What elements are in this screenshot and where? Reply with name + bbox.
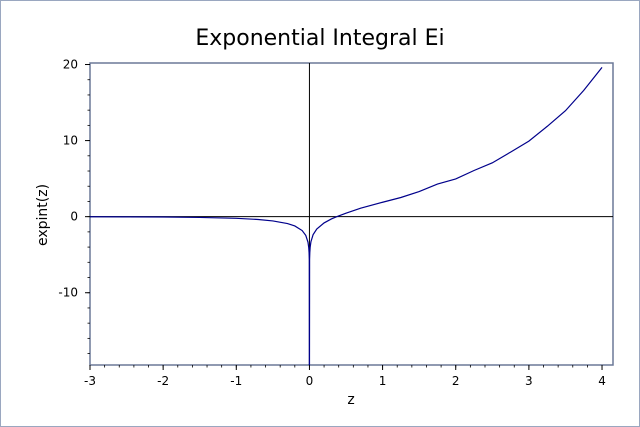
plot-area-border — [89, 62, 614, 366]
x-tick-label: -1 — [230, 374, 242, 388]
chart-title: Exponential Integral Ei — [195, 26, 444, 51]
y-axis-label: expint(z) — [35, 184, 51, 246]
x-tick-label: 4 — [598, 374, 606, 388]
x-tick-label: 0 — [306, 374, 314, 388]
y-tick-label: 0 — [70, 210, 78, 224]
y-tick-label: 10 — [63, 134, 78, 148]
series-line-negative-branch — [89, 216, 310, 366]
x-tick-label: 3 — [525, 374, 533, 388]
x-tick-label: -2 — [157, 374, 169, 388]
x-tick-label: 2 — [452, 374, 460, 388]
series-line-positive-branch — [308, 66, 603, 366]
x-tick-label: -3 — [84, 374, 96, 388]
series-group — [89, 66, 603, 366]
zero-lines — [90, 63, 613, 365]
y-tick-label: -10 — [58, 286, 78, 300]
x-axis-label: z — [347, 392, 354, 408]
y-tick-label: 20 — [63, 58, 78, 72]
x-tick-label: 1 — [379, 374, 387, 388]
